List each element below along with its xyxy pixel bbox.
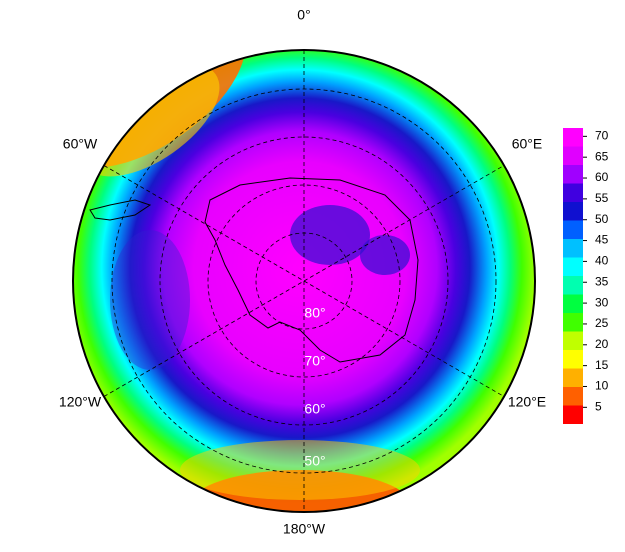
coastline — [204, 177, 419, 363]
colorbar-tick-label: 25 — [595, 316, 609, 330]
lon-label: 60°W — [63, 136, 98, 152]
colorbar-tick-label: 20 — [595, 337, 609, 351]
colorbar-ramp — [563, 128, 583, 424]
lat-label: 50° — [304, 453, 325, 469]
colorbar-tick-label: 50 — [595, 212, 609, 226]
field — [73, 50, 535, 512]
lat-label: 70° — [304, 353, 325, 369]
lon-label: 60°E — [512, 136, 543, 152]
lon-label: 0° — [297, 7, 310, 23]
lon-label: 120°E — [508, 394, 546, 410]
colorbar-tick-label: 35 — [595, 274, 609, 288]
lon-label: 120°W — [59, 394, 102, 410]
lon-label: 180°W — [283, 521, 326, 537]
graticule — [103, 50, 505, 512]
colorbar: 5 10 15 20 25 30 35 40 45 50 55 60 65 70 — [563, 128, 609, 424]
coastline-south-america — [89, 199, 152, 221]
map-border — [72, 49, 536, 513]
colorbar-tick-label: 45 — [595, 233, 609, 247]
lat-label: 80° — [304, 305, 325, 321]
colorbar-tick-label: 70 — [595, 129, 609, 143]
colorbar-tick-label: 30 — [595, 295, 609, 309]
colorbar-tick-label: 40 — [595, 254, 609, 268]
colorbar-tick-label: 55 — [595, 191, 609, 205]
colorbar-tick-label: 5 — [595, 399, 602, 413]
colorbar-tick-label: 60 — [595, 170, 609, 184]
colorbar-tick-label: 10 — [595, 379, 609, 393]
lat-label: 60° — [304, 401, 325, 417]
colorbar-tick-label: 15 — [595, 358, 609, 372]
colorbar-tick-label: 65 — [595, 149, 609, 163]
